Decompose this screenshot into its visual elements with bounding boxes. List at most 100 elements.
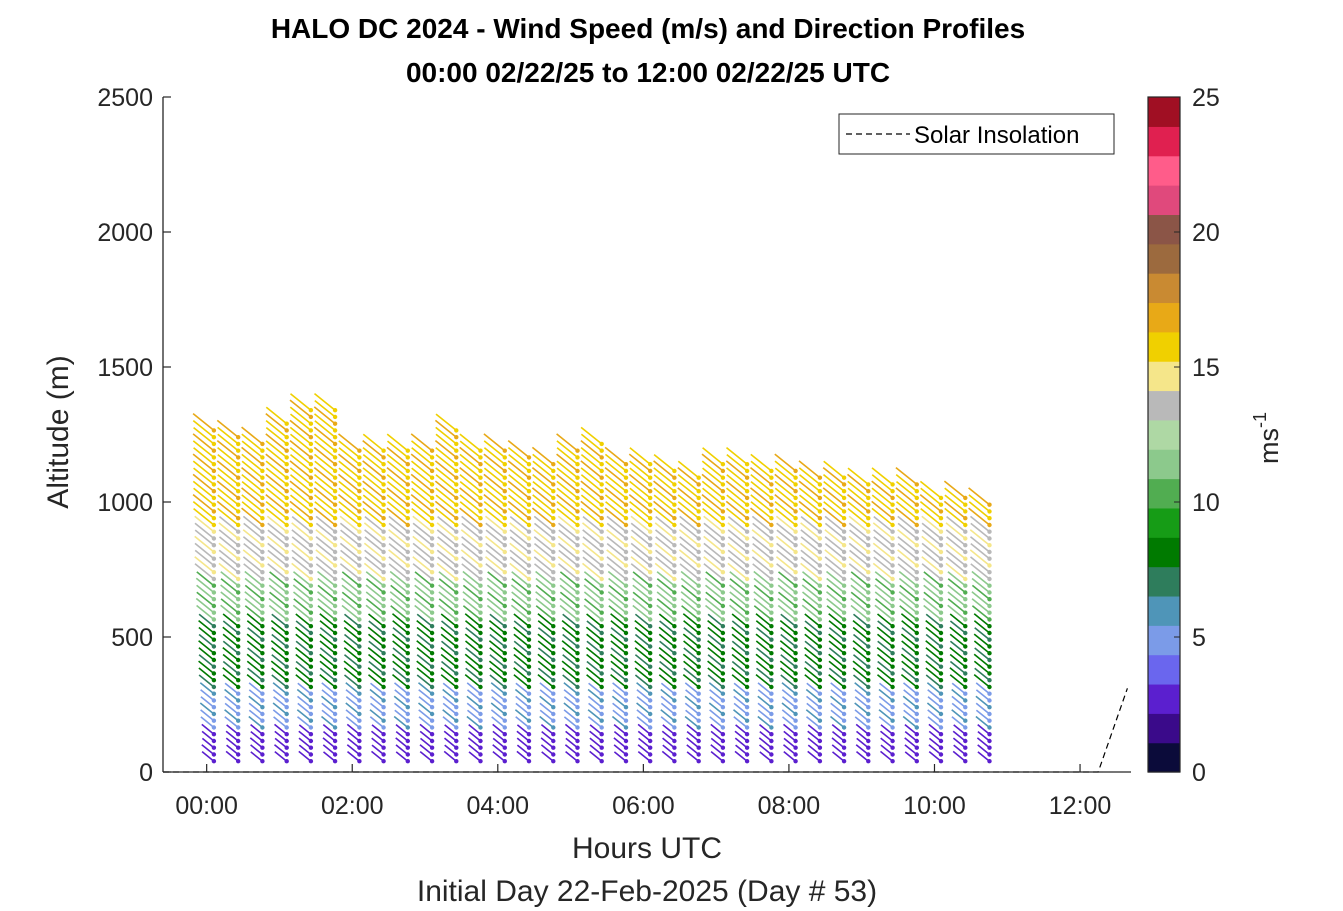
- wind-arrow-head: [381, 522, 386, 528]
- wind-arrow: [388, 522, 409, 540]
- wind-arrow: [369, 702, 385, 715]
- wind-arrow: [610, 673, 627, 688]
- wind-arrow: [831, 737, 845, 749]
- wind-arrow-head: [599, 536, 604, 541]
- wind-arrow-head: [284, 570, 289, 575]
- wind-arrow: [901, 647, 918, 661]
- wind-arrow: [222, 633, 239, 648]
- wind-arrow: [516, 724, 530, 735]
- wind-arrow: [222, 674, 239, 688]
- wind-arrow: [757, 715, 772, 729]
- wind-arrow-head: [938, 624, 944, 629]
- wind-arrow: [925, 674, 942, 688]
- wind-arrow-head: [211, 590, 217, 595]
- wind-arrow-head: [914, 698, 919, 703]
- wind-arrow: [320, 715, 336, 729]
- wind-arrow-head: [744, 678, 750, 683]
- wind-arrow-head: [260, 705, 265, 710]
- wind-arrow: [606, 529, 627, 546]
- wind-arrow-head: [526, 651, 532, 656]
- wind-arrow-head: [526, 637, 532, 642]
- wind-arrow-head: [720, 711, 726, 717]
- wind-arrow: [970, 522, 991, 540]
- wind-arrow: [537, 660, 554, 675]
- wind-arrow: [798, 507, 821, 526]
- wind-arrow-head: [429, 482, 435, 487]
- wind-arrow: [707, 647, 724, 661]
- wind-arrow: [683, 660, 700, 675]
- wind-arrow-head: [769, 684, 774, 690]
- wind-arrow-head: [551, 570, 556, 575]
- wind-arrow-head: [236, 495, 241, 501]
- wind-arrow: [949, 667, 966, 681]
- wind-arrow: [610, 633, 627, 648]
- wind-arrow: [298, 750, 312, 762]
- wind-arrow: [734, 730, 748, 742]
- wind-arrow: [272, 689, 288, 702]
- wind-arrow: [241, 494, 263, 513]
- wind-arrow-head: [575, 482, 580, 487]
- wind-arrow-head: [648, 468, 653, 474]
- wind-arrow: [805, 688, 821, 702]
- wind-arrow-head: [599, 684, 604, 690]
- wind-arrow: [755, 640, 772, 654]
- wind-arrow-head: [332, 698, 338, 703]
- wind-arrow: [218, 556, 239, 573]
- wind-arrow: [297, 682, 312, 695]
- wind-arrow: [492, 723, 506, 735]
- wind-arrow-head: [211, 495, 217, 501]
- wind-arrow: [755, 673, 772, 688]
- wind-arrow-head: [429, 678, 435, 683]
- wind-arrow-head: [405, 610, 410, 615]
- wind-arrow-head: [381, 563, 386, 568]
- wind-arrow: [322, 737, 336, 749]
- wind-arrow-head: [332, 617, 338, 622]
- wind-arrow-head: [381, 759, 386, 764]
- wind-arrow: [367, 626, 385, 641]
- wind-arrow-head: [599, 657, 604, 663]
- wind-arrow: [848, 542, 869, 560]
- wind-arrow: [951, 709, 966, 722]
- wind-arrow: [224, 688, 239, 702]
- wind-arrow: [216, 439, 239, 459]
- wind-arrow-head: [551, 597, 556, 602]
- wind-arrow: [410, 433, 433, 452]
- colorbar-band: [1148, 331, 1180, 362]
- colorbar-band: [1148, 302, 1180, 333]
- wind-arrow: [750, 473, 772, 492]
- wind-arrow: [704, 604, 724, 621]
- wind-arrow: [800, 549, 821, 567]
- wind-arrow-head: [720, 489, 726, 494]
- wind-arrow: [684, 695, 700, 708]
- wind-arrow: [392, 667, 409, 681]
- wind-arrow-head: [405, 597, 410, 602]
- wind-arrow-head: [672, 610, 677, 615]
- wind-arrow: [507, 507, 530, 526]
- wind-arrow-head: [696, 563, 701, 568]
- wind-arrow-head: [744, 711, 750, 717]
- wind-arrow-head: [744, 590, 750, 595]
- wind-arrow: [562, 674, 579, 688]
- wind-arrow: [726, 453, 748, 472]
- wind-arrow: [533, 542, 554, 560]
- wind-arrow-head: [284, 684, 289, 690]
- wind-arrow: [513, 674, 530, 688]
- wind-arrow: [585, 626, 603, 641]
- wind-arrow: [634, 619, 651, 634]
- wind-arrow-head: [623, 543, 629, 548]
- wind-arrow-head: [236, 725, 241, 730]
- wind-arrow-head: [526, 664, 532, 669]
- wind-arrow: [923, 604, 942, 621]
- wind-arrow: [561, 619, 579, 634]
- wind-arrow-head: [429, 583, 435, 588]
- wind-arrow: [267, 529, 288, 546]
- wind-arrow: [848, 556, 869, 573]
- wind-arrow-head: [672, 664, 677, 669]
- wind-arrow-head: [793, 738, 798, 744]
- wind-arrow-head: [817, 563, 823, 568]
- wind-arrow-head: [769, 705, 774, 710]
- wind-arrow: [417, 682, 433, 695]
- wind-arrow-head: [938, 549, 944, 555]
- wind-arrow-head: [914, 556, 919, 561]
- wind-arrow: [193, 487, 215, 506]
